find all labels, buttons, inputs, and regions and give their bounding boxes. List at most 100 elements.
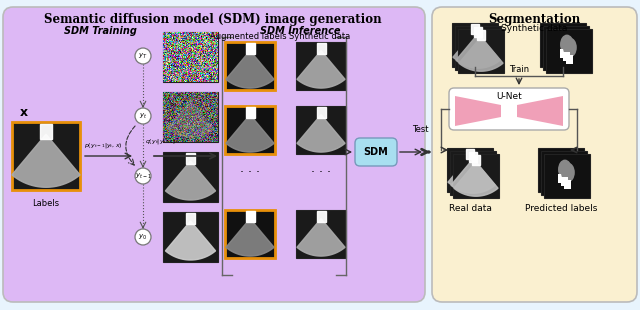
Text: SDM: SDM <box>364 147 388 157</box>
Text: Labels: Labels <box>33 199 60 208</box>
Polygon shape <box>466 149 474 159</box>
Polygon shape <box>226 219 274 256</box>
Polygon shape <box>246 107 255 118</box>
Circle shape <box>135 229 151 245</box>
Ellipse shape <box>557 32 571 51</box>
Polygon shape <box>451 159 495 193</box>
Bar <box>296 42 346 90</box>
Polygon shape <box>471 24 479 34</box>
Bar <box>458 29 504 73</box>
FancyBboxPatch shape <box>3 7 425 302</box>
Polygon shape <box>317 211 326 222</box>
Polygon shape <box>317 107 326 118</box>
Polygon shape <box>165 161 216 200</box>
Bar <box>163 152 218 202</box>
Text: Train: Train <box>509 65 529 74</box>
Polygon shape <box>12 134 80 187</box>
Text: Semantic diffusion model (SDM) image generation: Semantic diffusion model (SDM) image gen… <box>44 13 382 26</box>
Polygon shape <box>297 219 345 256</box>
Circle shape <box>135 48 151 64</box>
Bar <box>541 151 587 195</box>
Polygon shape <box>454 162 498 196</box>
Bar <box>163 212 218 262</box>
Text: SDM Inference: SDM Inference <box>260 26 340 36</box>
Text: $y_T$: $y_T$ <box>138 51 148 60</box>
Bar <box>225 42 275 90</box>
Text: Test: Test <box>413 125 429 134</box>
Bar <box>450 151 496 195</box>
Text: $q(y_t|y_{t-1})$: $q(y_t|y_{t-1})$ <box>145 136 177 145</box>
Bar <box>296 106 346 154</box>
Bar <box>455 26 501 70</box>
Bar <box>12 122 80 190</box>
Polygon shape <box>455 96 501 126</box>
Polygon shape <box>40 124 52 139</box>
Bar <box>163 32 218 82</box>
Bar <box>544 154 590 198</box>
Text: $y_{t-1}$: $y_{t-1}$ <box>134 171 152 181</box>
Text: Synthetic data: Synthetic data <box>501 24 567 33</box>
Bar <box>566 55 573 64</box>
Circle shape <box>135 108 151 124</box>
Text: Predicted labels: Predicted labels <box>525 204 597 213</box>
Bar <box>564 179 572 189</box>
Text: Real data: Real data <box>449 204 492 213</box>
Polygon shape <box>317 43 326 54</box>
Bar <box>225 210 275 258</box>
Ellipse shape <box>555 157 569 176</box>
Text: Synthetic data: Synthetic data <box>289 32 351 41</box>
Bar <box>225 42 275 90</box>
Text: U-Net: U-Net <box>496 92 522 101</box>
Polygon shape <box>472 155 480 165</box>
FancyBboxPatch shape <box>355 138 397 166</box>
Polygon shape <box>297 51 345 88</box>
Ellipse shape <box>561 162 575 182</box>
Bar <box>225 106 275 154</box>
Polygon shape <box>226 51 274 88</box>
Bar <box>225 106 275 154</box>
Bar <box>559 174 565 183</box>
Text: $y_0$: $y_0$ <box>138 232 148 241</box>
Polygon shape <box>226 115 274 152</box>
Bar <box>453 154 499 198</box>
Bar <box>538 148 584 192</box>
Polygon shape <box>165 221 216 260</box>
Polygon shape <box>459 37 503 71</box>
Text: · · ·: · · · <box>240 166 260 179</box>
Text: Segmentation: Segmentation <box>488 13 580 26</box>
Polygon shape <box>474 27 482 37</box>
FancyBboxPatch shape <box>449 88 569 130</box>
Bar <box>447 148 493 192</box>
Bar <box>452 23 498 67</box>
Text: Augmented labels: Augmented labels <box>210 32 286 41</box>
Polygon shape <box>456 34 500 68</box>
Bar <box>540 23 586 67</box>
Polygon shape <box>246 211 255 222</box>
Bar <box>543 26 589 70</box>
Bar <box>225 210 275 258</box>
Ellipse shape <box>560 35 574 54</box>
Bar <box>561 49 568 58</box>
Polygon shape <box>517 96 563 126</box>
FancyBboxPatch shape <box>432 7 637 302</box>
Polygon shape <box>297 115 345 152</box>
Circle shape <box>135 168 151 184</box>
Ellipse shape <box>558 160 572 179</box>
Polygon shape <box>448 156 492 190</box>
Bar <box>561 176 568 186</box>
Text: $\bf{x}$: $\bf{x}$ <box>19 106 29 119</box>
Polygon shape <box>167 101 214 137</box>
Polygon shape <box>453 31 497 65</box>
Ellipse shape <box>563 38 577 57</box>
Polygon shape <box>246 43 255 54</box>
Polygon shape <box>186 153 195 164</box>
Text: · · ·: · · · <box>311 166 331 179</box>
Polygon shape <box>186 213 195 224</box>
Bar <box>563 51 570 61</box>
Bar <box>296 210 346 258</box>
Text: $y_t$: $y_t$ <box>139 111 147 121</box>
Text: SDM Training: SDM Training <box>63 26 136 36</box>
Text: $p(y_{t-1}|y_t, x)$: $p(y_{t-1}|y_t, x)$ <box>84 141 123 150</box>
Bar <box>546 29 592 73</box>
Bar <box>163 92 218 142</box>
